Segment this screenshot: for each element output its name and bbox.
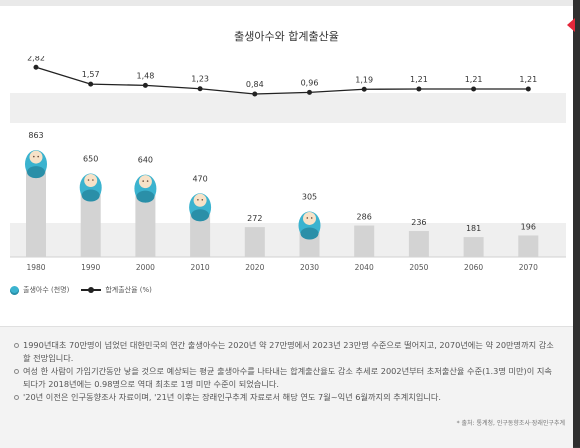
tfr-value-label: 0,96 bbox=[301, 78, 319, 87]
birth-bar bbox=[244, 227, 265, 257]
baby-eye bbox=[197, 199, 199, 201]
baby-face bbox=[29, 150, 43, 164]
tfr-value-label: 1,57 bbox=[82, 70, 100, 79]
tfr-value-label: 1,48 bbox=[136, 71, 154, 80]
x-tick-label: 2060 bbox=[464, 263, 483, 272]
tfr-value-label: 1,21 bbox=[465, 75, 483, 84]
baby-blanket bbox=[27, 166, 45, 179]
baby-eye bbox=[142, 180, 144, 182]
x-tick-label: 2020 bbox=[245, 263, 264, 272]
line-legend-icon bbox=[81, 287, 102, 293]
x-tick-label: 1990 bbox=[81, 263, 100, 272]
tfr-value-label: 1,23 bbox=[191, 75, 209, 84]
birth-bar bbox=[80, 185, 101, 257]
legend-births: 출생아수 (천명) bbox=[23, 286, 70, 294]
baby-blanket bbox=[300, 227, 319, 240]
x-tick-label: 2050 bbox=[409, 263, 428, 272]
birth-value-label: 640 bbox=[138, 156, 153, 165]
upper-band bbox=[10, 93, 566, 123]
tfr-point bbox=[33, 64, 39, 70]
baby-face bbox=[303, 211, 316, 225]
tfr-line bbox=[35, 66, 529, 95]
birth-value-label: 196 bbox=[521, 222, 536, 231]
note-item: 여성 한 사람이 가임기간동안 낳을 것으로 예상되는 평균 출생아수를 나타내… bbox=[14, 365, 559, 390]
x-tick-label: 1980 bbox=[26, 263, 45, 272]
top-strip bbox=[0, 0, 580, 6]
tfr-point bbox=[307, 89, 312, 95]
baby-icon bbox=[298, 211, 321, 240]
tfr-value-label: 1,21 bbox=[410, 75, 428, 84]
baby-eye bbox=[33, 155, 35, 158]
x-tick-label: 2070 bbox=[519, 263, 538, 272]
baby-face bbox=[84, 174, 98, 187]
tfr-value-label: 1,21 bbox=[519, 75, 537, 84]
chart-legend: 출생아수 (천명) 합계출산율 (%) bbox=[10, 283, 152, 297]
note-item: '20년 이전은 인구동향조사 자료이며, '21년 이후는 장래인구추계 자료… bbox=[14, 391, 559, 404]
baby-eye bbox=[92, 179, 94, 181]
baby-icon bbox=[79, 173, 102, 202]
birth-bar bbox=[354, 225, 375, 257]
tfr-point bbox=[88, 81, 94, 87]
birth-value-label: 286 bbox=[357, 213, 372, 222]
tfr-value-label: 0,84 bbox=[246, 80, 264, 89]
birth-value-label: 305 bbox=[302, 192, 317, 201]
baby-eye bbox=[201, 199, 204, 201]
baby-blanket bbox=[136, 190, 155, 203]
tfr-point bbox=[525, 86, 531, 92]
birth-bar bbox=[518, 235, 539, 257]
birth-value-label: 236 bbox=[411, 218, 426, 227]
tfr-value-label: 1,19 bbox=[355, 75, 373, 84]
baby-eye bbox=[310, 217, 313, 219]
birth-bar bbox=[135, 186, 156, 257]
birth-value-label: 863 bbox=[28, 131, 43, 140]
tfr-point bbox=[252, 91, 258, 97]
baby-eye bbox=[37, 155, 39, 158]
notes-box: 1990년대초 70만명이 넘었던 대한민국의 연간 출생아수는 2020년 약… bbox=[0, 326, 573, 448]
right-side-bar bbox=[573, 0, 580, 447]
baby-face bbox=[193, 193, 207, 207]
tfr-point bbox=[361, 86, 367, 92]
baby-eye bbox=[306, 217, 309, 219]
birth-bar bbox=[463, 237, 484, 257]
baby-blanket bbox=[81, 189, 100, 202]
chart-svg: 863 650 640 470 272 305 286 236 181 196 2,82 1,57 1… bbox=[10, 56, 566, 272]
baby-icon bbox=[25, 150, 47, 179]
x-tick-label: 2030 bbox=[300, 263, 319, 272]
x-tick-label: 2040 bbox=[355, 263, 374, 272]
baby-icon bbox=[189, 193, 212, 222]
baby-icon bbox=[134, 174, 157, 203]
tfr-point bbox=[197, 86, 203, 92]
birth-value-label: 650 bbox=[83, 155, 98, 164]
birth-bar bbox=[408, 231, 429, 257]
legend-tfr: 합계출산율 (%) bbox=[105, 286, 152, 294]
baby-legend-icon bbox=[10, 285, 19, 295]
source-text: * 출처: 통계청, 인구동향조사·장래인구추계 bbox=[456, 420, 565, 427]
tfr-point bbox=[142, 82, 148, 88]
baby-blanket bbox=[191, 209, 210, 222]
chart-title: 출생아수와 합계출산율 bbox=[234, 30, 339, 43]
tfr-point bbox=[416, 86, 422, 92]
bookmark-marker bbox=[567, 18, 575, 32]
tfr-value-label: 2,82 bbox=[27, 56, 45, 62]
birth-value-label: 272 bbox=[247, 214, 262, 223]
birth-value-label: 181 bbox=[466, 224, 481, 233]
birth-value-label: 470 bbox=[192, 174, 207, 183]
tfr-point bbox=[471, 86, 477, 92]
chart-card: 출생아수와 합계출산율 863 650 640 470 272 305 286 236 181 1… bbox=[0, 6, 573, 448]
x-tick-label: 2000 bbox=[136, 263, 155, 272]
birth-bar bbox=[26, 162, 46, 257]
baby-face bbox=[138, 175, 152, 189]
baby-eye bbox=[87, 179, 90, 181]
baby-eye bbox=[146, 180, 149, 182]
note-item: 1990년대초 70만명이 넘었던 대한민국의 연간 출생아수는 2020년 약… bbox=[14, 339, 559, 364]
x-tick-label: 2010 bbox=[191, 263, 210, 272]
